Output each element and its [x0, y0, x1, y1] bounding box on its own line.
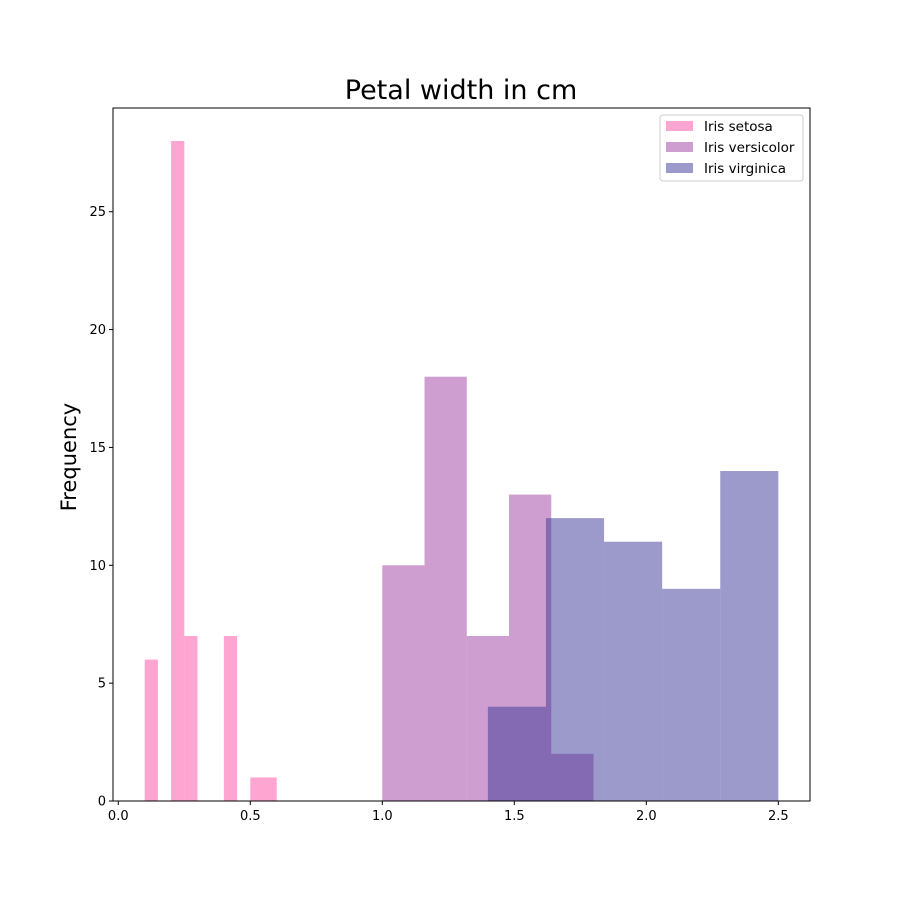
bars-layer [144, 141, 779, 801]
bar-series-2-bin-0 [487, 706, 546, 801]
y-axis: 0 5 10 15 20 25 [89, 205, 113, 810]
y-axis-label: Frequency [57, 403, 81, 512]
legend-label: Iris versicolor [704, 140, 795, 156]
y-tick-label: 20 [89, 323, 106, 338]
y-tick-label: 25 [89, 205, 106, 220]
y-tick-label: 15 [89, 441, 106, 456]
bar-series-2-bin-2 [604, 541, 663, 801]
legend-swatch [666, 163, 693, 173]
plot-frame [112, 107, 811, 802]
bar-series-0-bin-0 [144, 659, 158, 801]
legend: Iris setosa Iris versicolor Iris virginica [659, 114, 804, 182]
bar-series-0-bin-3 [223, 636, 238, 801]
legend-swatch [666, 142, 693, 152]
bar-series-0-bin-2 [184, 636, 198, 801]
legend-swatch [666, 121, 693, 131]
y-tick-label: 0 [98, 795, 106, 810]
x-tick-label: 2.0 [636, 809, 657, 824]
legend-box [659, 114, 804, 182]
y-tick-label: 5 [98, 677, 106, 692]
legend-label: Iris setosa [704, 119, 773, 135]
bar-series-2-bin-1 [545, 518, 605, 801]
bar-series-0-bin-1 [171, 141, 185, 801]
bar-series-2-bin-3 [662, 588, 721, 801]
bar-series-0-bin-4 [250, 777, 277, 801]
x-tick-label: 1.5 [504, 809, 525, 824]
y-tick-label: 10 [89, 559, 106, 574]
bar-series-2-bin-4 [720, 471, 779, 801]
x-tick-label: 2.5 [768, 809, 789, 824]
bar-series-1-bin-0 [382, 565, 425, 801]
x-tick-label: 0.0 [108, 809, 129, 824]
bar-series-1-bin-1 [424, 376, 467, 801]
x-axis: 0.0 0.5 1.0 1.5 2.0 2.5 [108, 801, 789, 824]
legend-label: Iris virginica [704, 161, 786, 177]
x-tick-label: 0.5 [240, 809, 261, 824]
x-tick-label: 1.0 [372, 809, 393, 824]
chart-title: Petal width in cm [345, 75, 578, 106]
